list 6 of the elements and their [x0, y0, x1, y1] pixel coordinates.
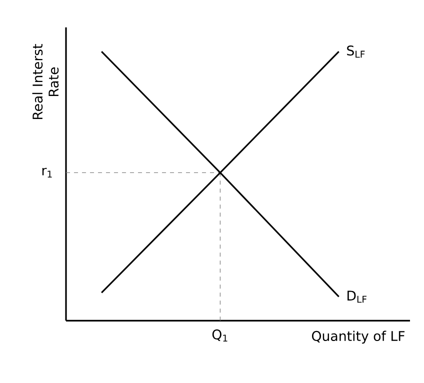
- series-label: D$_{LF}$: [348, 290, 367, 303]
- x-axis-title: Quantity of LF: [312, 330, 405, 344]
- y-axis-title: Real Interst Rate: [32, 44, 59, 120]
- text: Q$_{1}$: [212, 330, 228, 342]
- series-label: S$_{LF}$: [347, 46, 365, 58]
- ref-line-label: r$_{1}$: [42, 168, 52, 178]
